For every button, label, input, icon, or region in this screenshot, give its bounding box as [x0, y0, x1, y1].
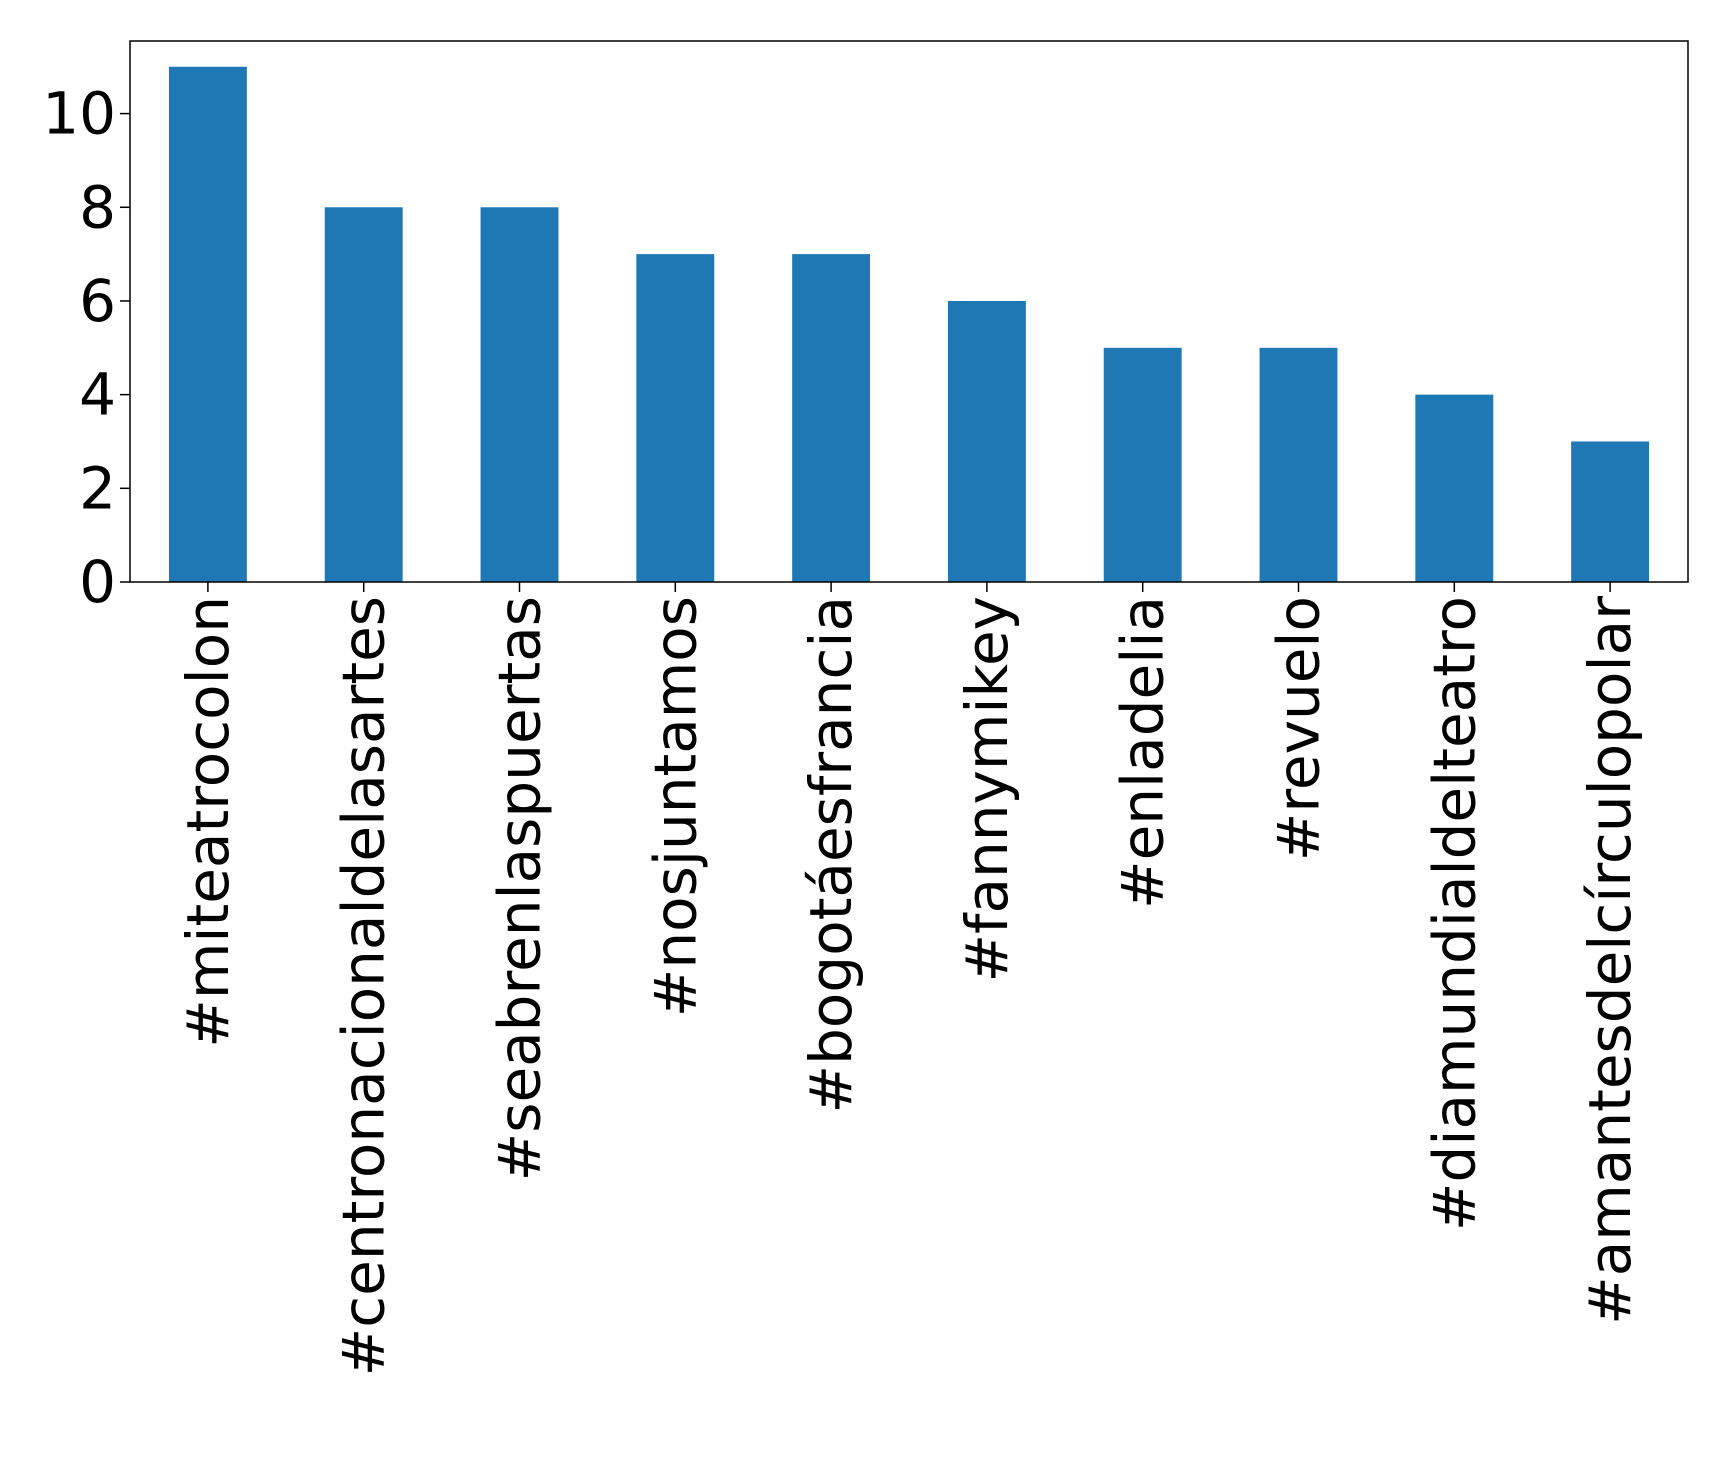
- x-tick-label-0: #miteatrocolon: [174, 596, 242, 1048]
- bar-4: [792, 254, 871, 582]
- y-tick-label-2: 4: [79, 361, 116, 429]
- y-tick-label-5: 10: [42, 80, 116, 148]
- bars: [168, 66, 1650, 583]
- x-tick-label-5: #fannymikey: [953, 596, 1021, 983]
- y-tick-label-1: 2: [79, 454, 116, 522]
- x-tick-label-2: #seabrenlaspuertas: [486, 596, 554, 1181]
- x-tick-label-3: #nosjuntamos: [641, 596, 709, 1017]
- bar-6: [1103, 347, 1182, 582]
- x-axis-ticks: #miteatrocolon #centronacionaldelasartes #…: [174, 582, 1644, 1376]
- x-tick-label-6: #enladelia: [1109, 596, 1177, 909]
- y-axis-ticks: 0 2 4 6 8 10: [42, 80, 130, 616]
- plot-frame: [129, 40, 1689, 583]
- bar-8: [1415, 394, 1494, 582]
- y-tick-label-0: 0: [79, 548, 116, 616]
- y-tick-label-3: 6: [79, 267, 116, 335]
- x-tick-label-4: #bogotáesfrancia: [797, 596, 865, 1114]
- x-tick-label-7: #revuelo: [1265, 596, 1333, 861]
- bar-1: [324, 207, 403, 583]
- x-tick-label-8: #diamundialdelteatro: [1420, 596, 1488, 1231]
- x-tick-label-9: #amantesdelcírculopolar: [1576, 596, 1644, 1325]
- bar-3: [636, 254, 715, 582]
- bar-9: [1571, 441, 1650, 582]
- x-tick-label-1: #centronacionaldelasartes: [330, 596, 398, 1376]
- bar-5: [947, 300, 1026, 582]
- bar-2: [480, 207, 559, 583]
- y-tick-label-4: 8: [79, 173, 116, 241]
- bar-7: [1259, 347, 1338, 582]
- bar-0: [168, 66, 247, 582]
